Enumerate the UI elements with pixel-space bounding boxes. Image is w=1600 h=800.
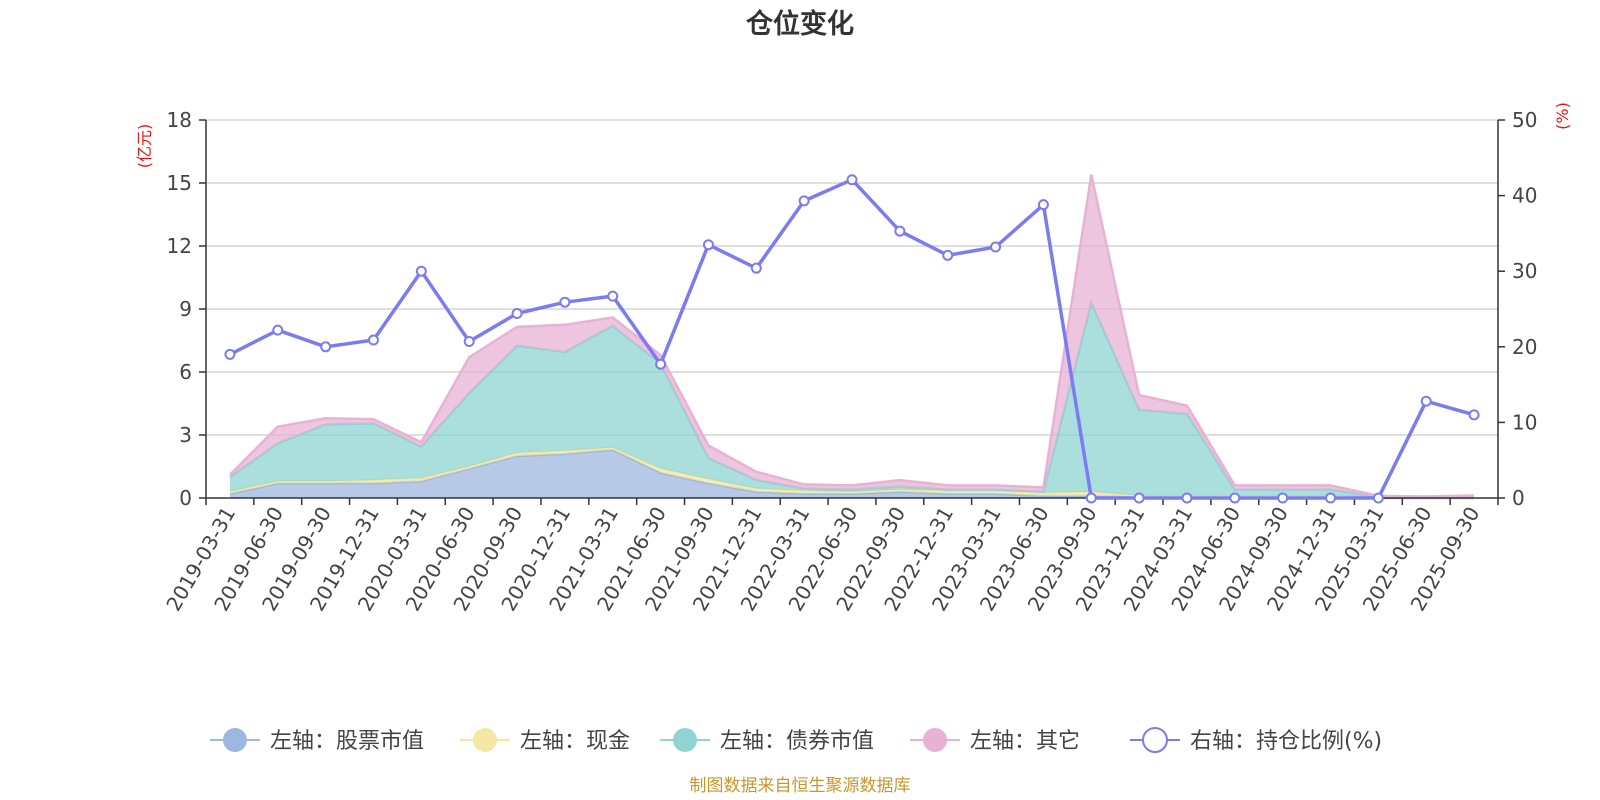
ratio-point [1229,492,1241,504]
legend-marker [1142,727,1168,753]
ratio-point [463,336,475,348]
left-axis-tick-label: 15 [167,171,192,195]
ratio-point [655,358,667,370]
ratio-point [1037,199,1049,211]
legend-label: 左轴：其它 [970,729,1080,754]
ratio-line-series [224,174,1480,504]
left-axis-tick-label: 6 [179,360,192,384]
ratio-point [702,239,714,251]
stacked-areas [229,174,1475,500]
ratio-point [1133,492,1145,504]
ratio-point [1277,492,1289,504]
ratio-point [1181,492,1193,504]
legend-marker [673,728,697,752]
legend-marker [473,728,497,752]
ratio-point [990,241,1002,253]
right-axis-tick-label: 20 [1512,335,1537,359]
ratio-point [798,195,810,207]
right-axis-tick-label: 40 [1512,184,1537,208]
legend-marker [923,728,947,752]
ratio-point [894,225,906,237]
ratio-point [750,262,762,274]
ratio-point [1420,395,1432,407]
left-axis-tick-label: 0 [179,486,192,510]
ratio-point [367,334,379,346]
legend-label: 左轴：现金 [520,729,630,754]
ratio-point [224,348,236,360]
legend-marker [223,728,247,752]
ratio-point [1372,492,1384,504]
right-axis-tick-label: 0 [1512,486,1525,510]
left-axis-unit: (亿元) [135,124,154,169]
ratio-point [272,324,284,336]
ratio-point [607,290,619,302]
area-左轴：债券市值 [229,302,1475,498]
right-axis-tick-label: 50 [1512,108,1537,132]
left-axis-tick-label: 18 [167,108,192,132]
left-axis-tick-label: 3 [179,423,192,447]
ratio-point [511,308,523,320]
legend: 左轴：股票市值 左轴：现金 左轴：债券市值 左轴：其它 右轴：持仓比例(%) [210,727,1382,754]
ratio-point [846,174,858,186]
source-note: 制图数据来自恒生聚源数据库 [690,776,911,796]
ratio-point [415,265,427,277]
chart-title: 仓位变化 [745,8,854,40]
grid-lines [206,119,1498,436]
ratio-point [1468,409,1480,421]
ratio-point [1325,492,1337,504]
right-axis-tick-label: 30 [1512,259,1537,283]
legend-label: 右轴：持仓比例(%) [1190,729,1382,754]
area-左轴：股票市值 [229,449,1475,498]
ratio-point [1085,492,1097,504]
left-axis-tick-label: 9 [179,297,192,321]
legend-label: 左轴：债券市值 [720,729,874,754]
right-axis-tick-label: 10 [1512,410,1537,434]
ratio-point [942,249,954,261]
area-edge-左轴：其它 [229,174,1475,498]
legend-label: 左轴：股票市值 [270,729,424,754]
ratio-point [559,296,571,308]
left-axis-tick-label: 12 [167,234,192,258]
ratio-point [320,341,332,353]
right-axis-unit: (%) [1553,102,1572,130]
